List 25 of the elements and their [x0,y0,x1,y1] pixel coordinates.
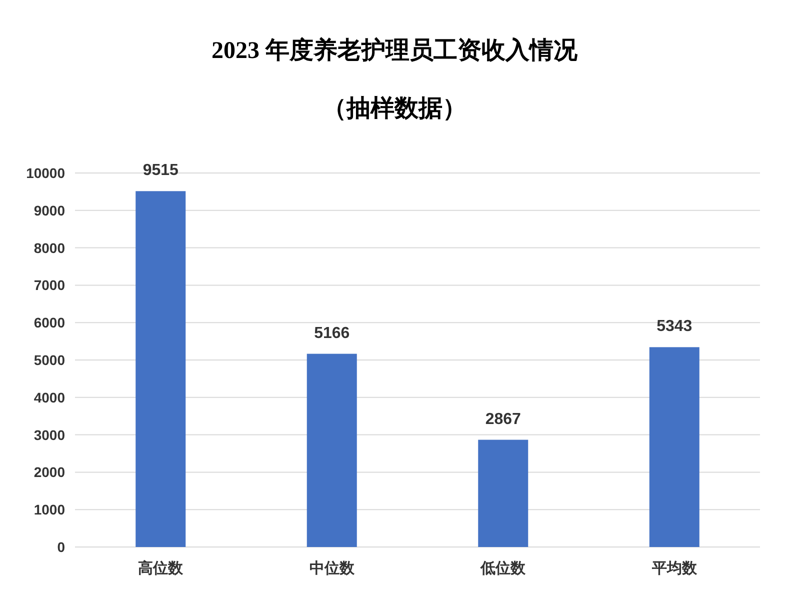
y-tick-label: 4000 [34,389,66,406]
y-tick-label: 7000 [34,277,66,294]
y-tick-label: 10000 [26,165,66,181]
y-tick-label: 1000 [34,502,66,518]
chart-title: 2023 年度养老护理员工资收入情况 [212,37,578,64]
x-tick-label: 平均数 [650,560,698,577]
x-tick-label: 低位数 [480,560,527,577]
y-tick-label: 6000 [34,314,66,331]
x-tick-label: 高位数 [138,559,184,577]
y-tick-label: 9000 [34,202,66,218]
bar [136,191,186,547]
chart-subtitle: （抽样数据） [322,95,466,122]
y-tick-label: 3000 [34,426,66,443]
data-label: 5343 [656,318,692,336]
y-tick-label: 0 [57,539,66,555]
data-label: 5166 [314,324,350,342]
y-tick-label: 5000 [34,352,66,368]
bar [478,440,528,547]
data-label: 2867 [485,410,522,428]
data-label: 9515 [142,162,179,180]
x-tick-label: 中位数 [309,560,356,577]
bar [306,354,357,547]
bar [649,347,700,547]
y-tick-label: 2000 [34,464,66,480]
y-tick-label: 8000 [34,240,66,256]
